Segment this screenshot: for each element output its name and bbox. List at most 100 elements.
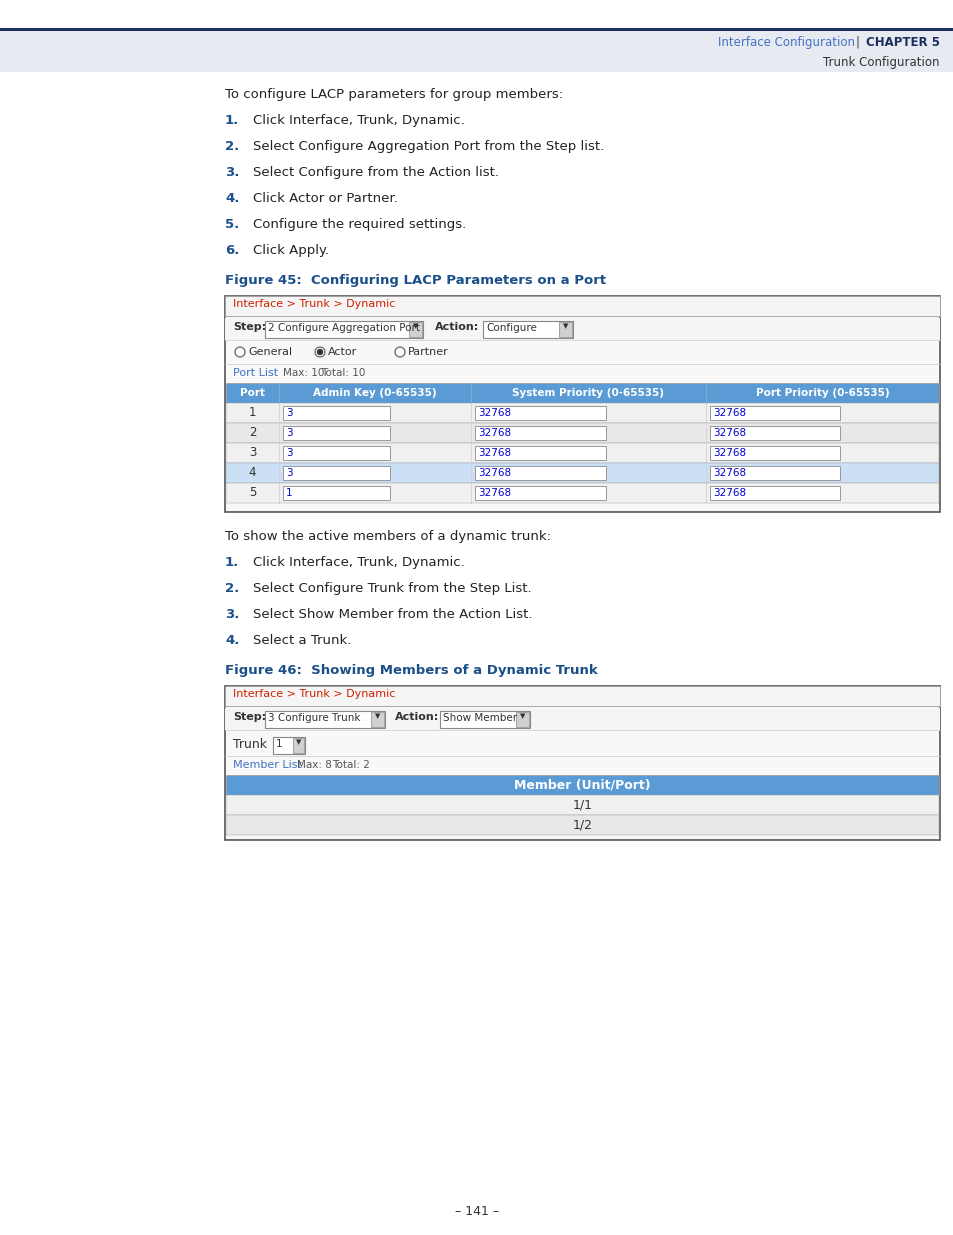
Text: 2 Configure Aggregation Port: 2 Configure Aggregation Port (268, 324, 419, 333)
Bar (225, 685, 939, 706)
Text: 5.: 5. (225, 219, 239, 231)
Text: 32768: 32768 (477, 429, 511, 438)
Text: Step:: Step: (233, 713, 266, 722)
Bar (0, 28, 953, 72)
Text: 2: 2 (249, 426, 256, 440)
Bar (226, 483, 938, 503)
Text: 2.: 2. (225, 582, 239, 595)
Bar (439, 711, 530, 727)
Text: Figure 45:  Configuring LACP Parameters on a Port: Figure 45: Configuring LACP Parameters o… (225, 274, 605, 287)
Text: Member List: Member List (233, 760, 301, 769)
Text: 3.: 3. (225, 165, 239, 179)
Text: 32768: 32768 (712, 448, 745, 458)
Text: 1/2: 1/2 (572, 819, 592, 831)
Bar (475, 406, 605, 420)
Text: Action:: Action: (395, 713, 438, 722)
Bar (226, 463, 938, 483)
Text: Select Configure from the Action list.: Select Configure from the Action list. (253, 165, 498, 179)
Bar (225, 685, 939, 840)
Bar (225, 296, 939, 316)
Text: 5: 5 (249, 487, 256, 499)
Text: 32768: 32768 (477, 448, 511, 458)
Text: Click Apply.: Click Apply. (253, 245, 329, 257)
Text: – 141 –: – 141 – (455, 1205, 498, 1218)
Bar (0, 28, 953, 31)
Bar (371, 713, 384, 727)
Text: Admin Key (0-65535): Admin Key (0-65535) (313, 388, 436, 398)
Text: ▼: ▼ (295, 739, 301, 745)
Bar (482, 321, 573, 338)
Text: 32768: 32768 (477, 468, 511, 478)
Bar (225, 296, 939, 513)
Text: 32768: 32768 (477, 488, 511, 498)
Text: 1: 1 (275, 739, 282, 748)
Text: Interface > Trunk > Dynamic: Interface > Trunk > Dynamic (233, 689, 395, 699)
Text: 3 Configure Trunk: 3 Configure Trunk (268, 713, 360, 722)
Bar (265, 711, 385, 727)
Text: Click Actor or Partner.: Click Actor or Partner. (253, 191, 397, 205)
Text: 4: 4 (249, 467, 256, 479)
Text: Show Member: Show Member (442, 713, 517, 722)
Bar (225, 317, 939, 340)
Bar (293, 739, 304, 753)
Text: ▼: ▼ (375, 713, 380, 719)
Text: Action:: Action: (435, 322, 478, 332)
Text: 32768: 32768 (712, 429, 745, 438)
Text: Port Priority (0-65535): Port Priority (0-65535) (755, 388, 888, 398)
Bar (226, 815, 938, 835)
Text: Total: 2: Total: 2 (332, 760, 370, 769)
Text: 3: 3 (286, 429, 293, 438)
Text: ▼: ▼ (519, 713, 525, 719)
Text: 3: 3 (286, 448, 293, 458)
Text: 4.: 4. (225, 634, 239, 647)
Text: 1.: 1. (225, 556, 239, 569)
Text: 32768: 32768 (477, 408, 511, 417)
Text: Trunk: Trunk (233, 739, 267, 751)
Text: Interface > Trunk > Dynamic: Interface > Trunk > Dynamic (233, 299, 395, 309)
Text: Step:: Step: (233, 322, 266, 332)
Bar (283, 446, 390, 459)
Text: 32768: 32768 (712, 488, 745, 498)
Text: ▼: ▼ (413, 324, 418, 329)
Bar (226, 383, 938, 403)
Bar (283, 426, 390, 440)
Bar (709, 487, 840, 500)
Bar (225, 708, 939, 730)
Text: Member (Unit/Port): Member (Unit/Port) (514, 778, 650, 792)
Bar (226, 776, 938, 795)
Bar (475, 446, 605, 459)
Bar (226, 424, 938, 443)
Text: 1/1: 1/1 (572, 799, 592, 811)
Text: Click Interface, Trunk, Dynamic.: Click Interface, Trunk, Dynamic. (253, 556, 464, 569)
Text: Select a Trunk.: Select a Trunk. (253, 634, 351, 647)
Bar (283, 406, 390, 420)
Text: 4.: 4. (225, 191, 239, 205)
Bar (265, 321, 422, 338)
Bar (709, 406, 840, 420)
Text: |: | (855, 36, 859, 49)
Circle shape (317, 350, 322, 354)
Bar (409, 322, 421, 337)
Text: Figure 46:  Showing Members of a Dynamic Trunk: Figure 46: Showing Members of a Dynamic … (225, 664, 598, 677)
Bar (226, 443, 938, 463)
Text: Click Interface, Trunk, Dynamic.: Click Interface, Trunk, Dynamic. (253, 114, 464, 127)
Bar (475, 487, 605, 500)
Text: 3.: 3. (225, 608, 239, 621)
Bar (516, 713, 529, 727)
Text: Port List: Port List (233, 368, 278, 378)
Text: CHAPTER 5: CHAPTER 5 (865, 36, 939, 49)
Text: Partner: Partner (408, 347, 448, 357)
Text: Total: 10: Total: 10 (320, 368, 365, 378)
Text: Trunk Configuration: Trunk Configuration (822, 56, 939, 69)
Text: Configure the required settings.: Configure the required settings. (253, 219, 466, 231)
Text: 6.: 6. (225, 245, 239, 257)
Text: Max: 10: Max: 10 (283, 368, 324, 378)
Text: 32768: 32768 (712, 408, 745, 417)
Bar (226, 403, 938, 424)
Bar (0, 0, 953, 28)
Text: Select Show Member from the Action List.: Select Show Member from the Action List. (253, 608, 532, 621)
Text: To configure LACP parameters for group members:: To configure LACP parameters for group m… (225, 88, 562, 101)
Text: 1.: 1. (225, 114, 239, 127)
Bar (558, 322, 572, 337)
Text: 2.: 2. (225, 140, 239, 153)
